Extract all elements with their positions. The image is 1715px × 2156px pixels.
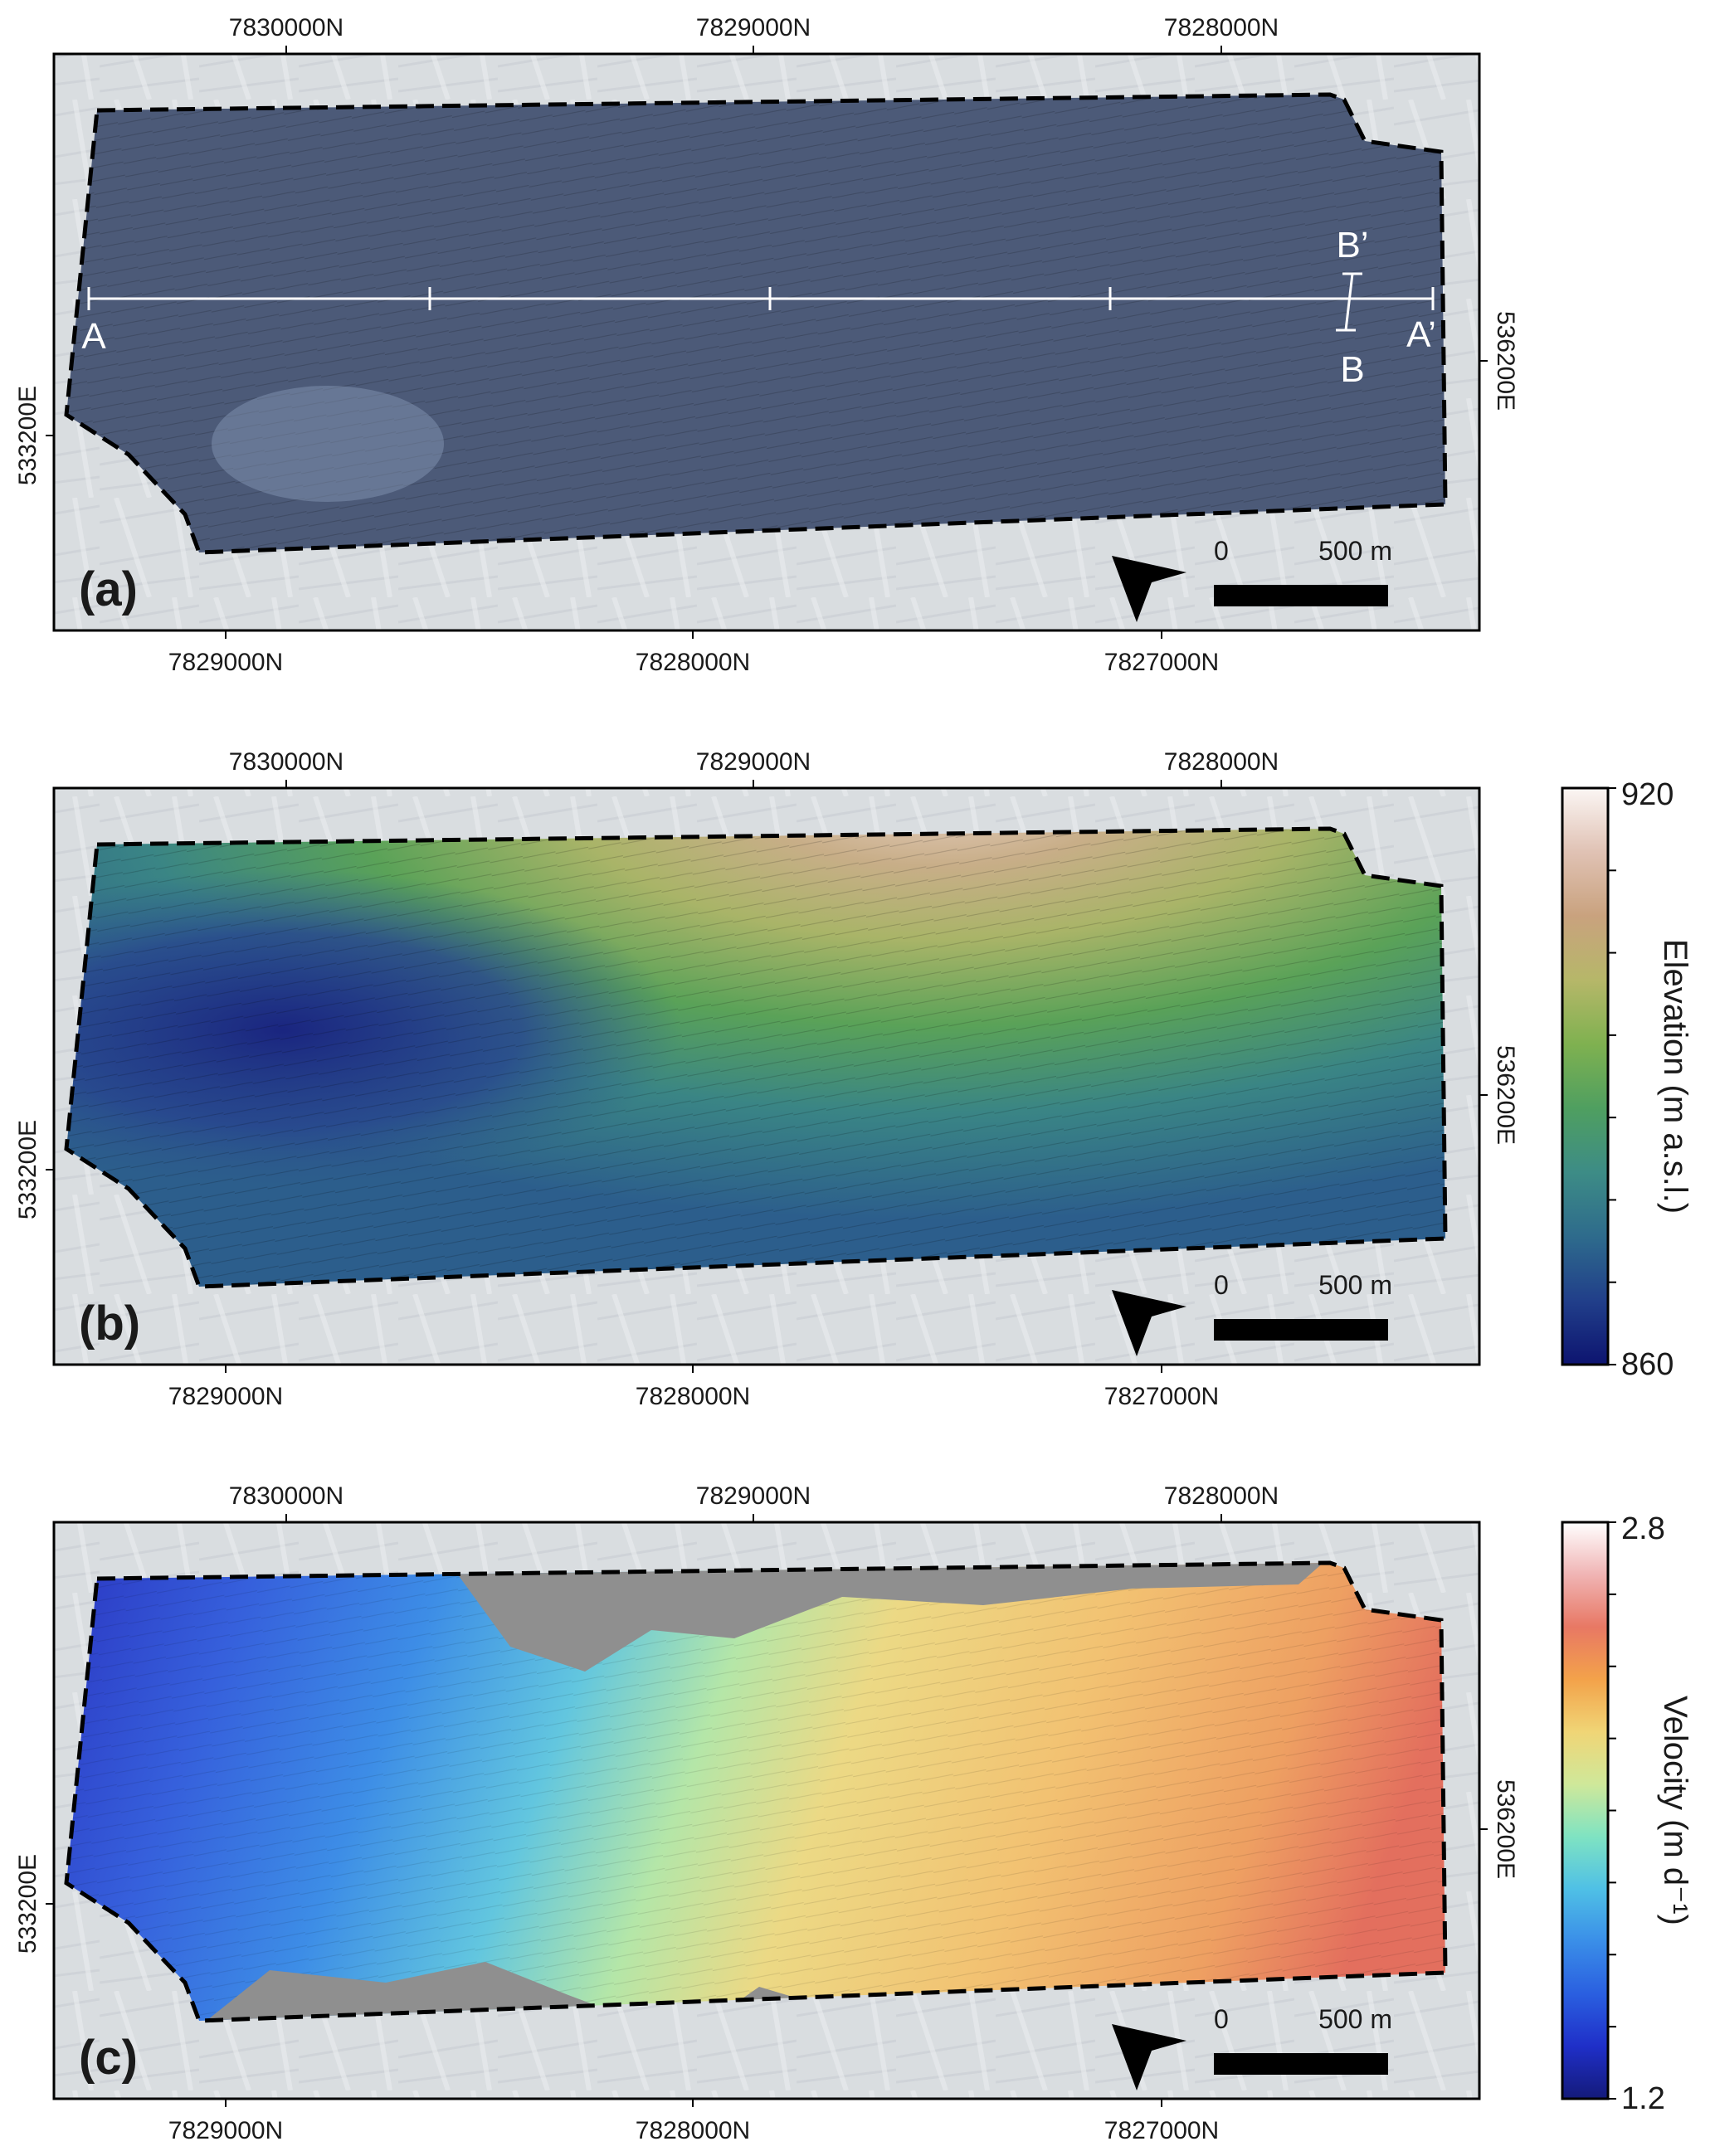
colorbar-title: Elevation (m a.s.l.) xyxy=(1657,939,1693,1214)
glacier-outline xyxy=(64,1560,1448,2023)
colorbar xyxy=(1561,1521,1610,2100)
scale-bar-zero: 0 xyxy=(1214,1270,1229,1300)
profile-line-bb xyxy=(1344,273,1354,331)
top-tick-label: 7828000N xyxy=(1164,14,1279,41)
north-arrow-icon xyxy=(1112,2024,1186,2090)
bottom-tick-label: 7829000N xyxy=(168,1383,283,1410)
scale-bar xyxy=(1214,1319,1388,1341)
bottom-tick-label: 7828000N xyxy=(636,649,750,676)
colorbar-min-label: 860 xyxy=(1621,1347,1674,1382)
panel-a: 7830000N 7829000N 7828000N 7829000N 7828000N… xyxy=(14,14,1519,676)
colorbar-max-label: 2.8 xyxy=(1621,1511,1665,1546)
panel-label: (a) xyxy=(79,562,138,616)
profile-label-start: A xyxy=(81,316,106,357)
bottom-tick-label: 7827000N xyxy=(1104,649,1219,676)
overlay-imagery xyxy=(66,95,1445,552)
profile-label-end: A’ xyxy=(1406,314,1436,355)
bottom-tick-label: 7829000N xyxy=(168,2117,283,2144)
top-tick-label: 7828000N xyxy=(1164,1482,1279,1510)
no-data-region xyxy=(178,1962,884,2021)
bottom-tick-label: 7827000N xyxy=(1104,2117,1219,2144)
top-tick-label: 7830000N xyxy=(229,14,343,41)
north-arrow-icon xyxy=(1112,1290,1186,1356)
left-tick-label: 533200E xyxy=(14,386,41,485)
panel-b: 7830000N 7829000N 7828000N 7829000N 7828000N… xyxy=(14,748,1693,1410)
glacier-outline xyxy=(64,826,1448,1289)
left-tick-label: 533200E xyxy=(14,1120,41,1219)
scale-bar-length: 500 m xyxy=(1318,536,1392,566)
top-tick-label: 7829000N xyxy=(696,14,811,41)
map-frame xyxy=(52,1521,1481,2100)
scale-bar-zero: 0 xyxy=(1214,536,1229,566)
map-frame xyxy=(52,786,1481,1366)
panel-label: (b) xyxy=(79,1297,140,1351)
colorbar-min-label: 1.2 xyxy=(1621,2081,1665,2116)
no-data-region xyxy=(444,1563,1332,1672)
right-tick-label: 536200E xyxy=(1492,1045,1519,1145)
right-tick-label: 536200E xyxy=(1492,1779,1519,1879)
top-tick-label: 7830000N xyxy=(229,748,343,776)
scale-bar xyxy=(1214,2053,1388,2075)
map-frame xyxy=(52,52,1481,632)
top-tick-label: 7828000N xyxy=(1164,748,1279,776)
bottom-tick-label: 7828000N xyxy=(636,2117,750,2144)
profile-label-cross_end: B’ xyxy=(1336,225,1368,265)
right-tick-label: 536200E xyxy=(1492,311,1519,411)
colorbar-title: Velocity (m d⁻¹) xyxy=(1657,1696,1693,1925)
bottom-tick-label: 7828000N xyxy=(636,1383,750,1410)
overlay-velocity xyxy=(66,1563,1445,2021)
glacier-outline xyxy=(64,92,1448,555)
colorbar-max-label: 920 xyxy=(1621,777,1674,812)
left-tick-label: 533200E xyxy=(14,1854,41,1954)
top-tick-label: 7829000N xyxy=(696,748,811,776)
profile-label-cross_start: B xyxy=(1340,349,1364,390)
panel-label: (c) xyxy=(79,2031,138,2085)
north-arrow-icon xyxy=(1112,556,1186,622)
panel-c: 7830000N 7829000N 7828000N 7829000N 7828000N… xyxy=(14,1482,1693,2144)
bottom-tick-label: 7829000N xyxy=(168,649,283,676)
overlay-elevation xyxy=(66,829,1445,1287)
top-tick-label: 7830000N xyxy=(229,1482,343,1510)
scale-bar-length: 500 m xyxy=(1318,2004,1392,2034)
bottom-tick-label: 7827000N xyxy=(1104,1383,1219,1410)
scale-bar-length: 500 m xyxy=(1318,1270,1392,1300)
top-tick-label: 7829000N xyxy=(696,1482,811,1510)
scale-bar-zero: 0 xyxy=(1214,2004,1229,2034)
scale-bar xyxy=(1214,585,1388,606)
colorbar xyxy=(1561,786,1610,1366)
